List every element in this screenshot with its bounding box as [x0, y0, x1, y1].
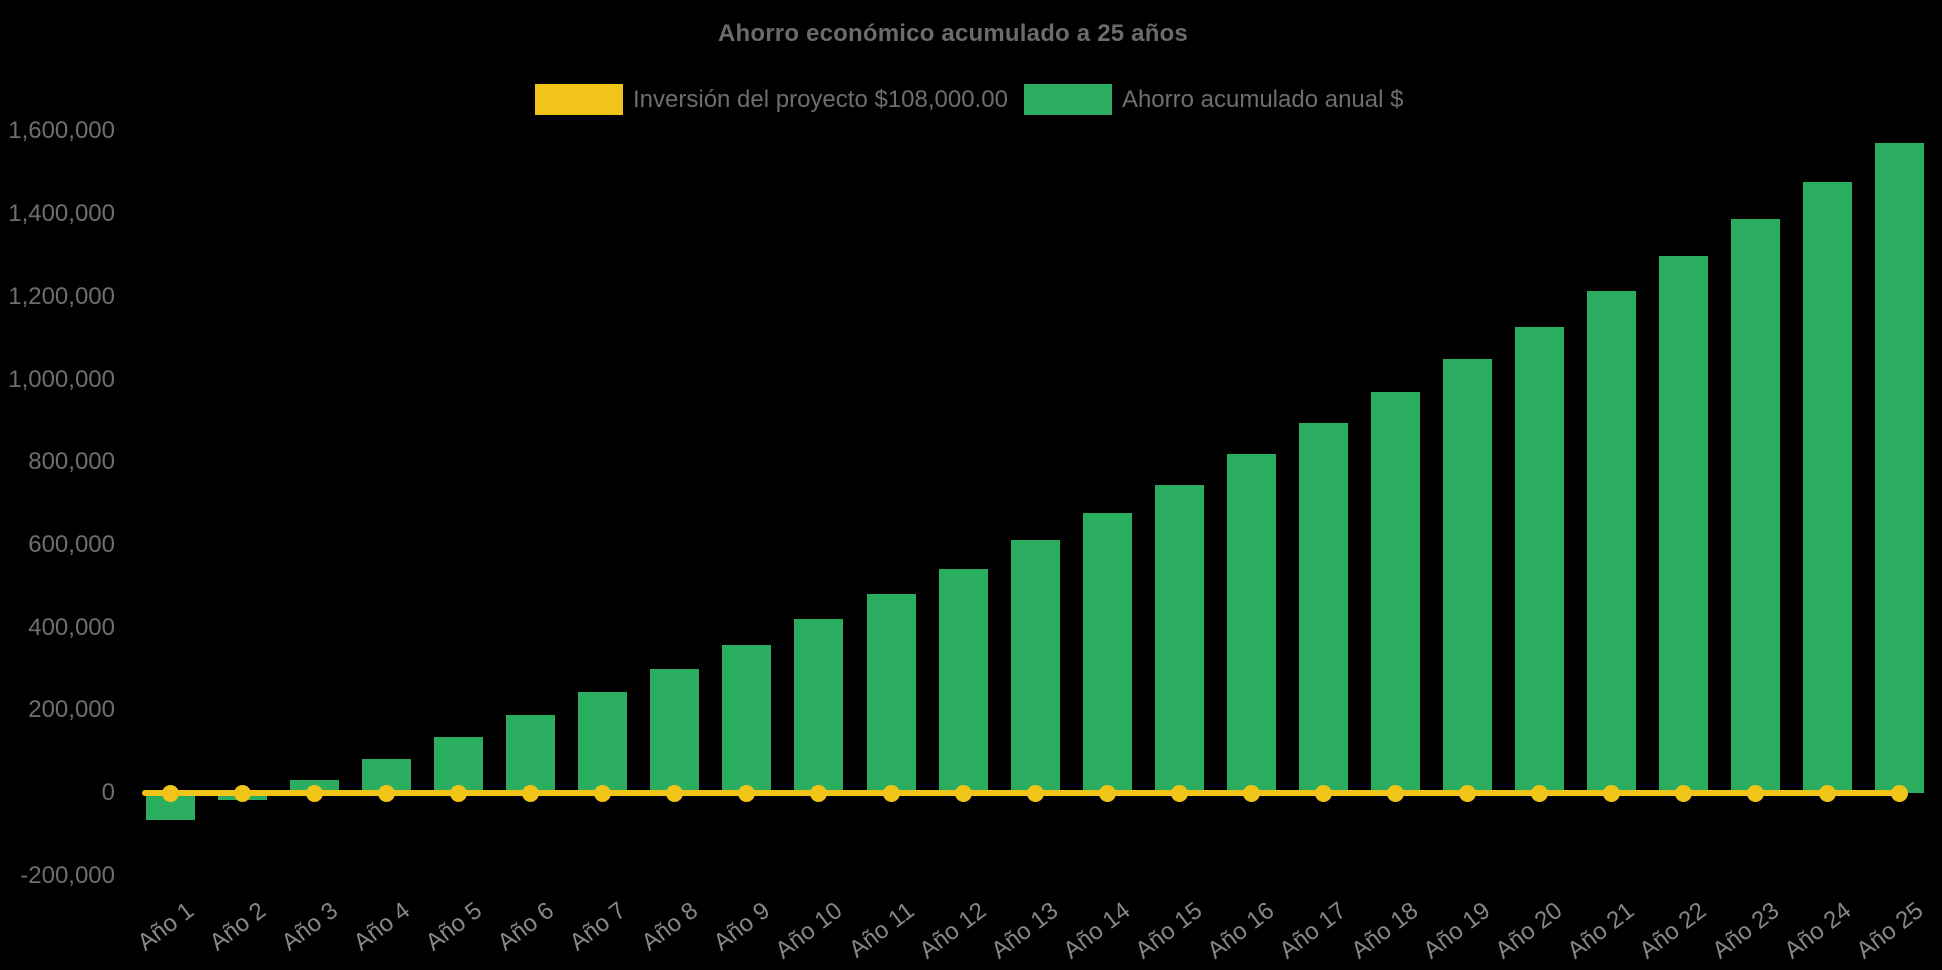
investment-line-marker: [234, 784, 252, 802]
y-axis-tick-label: 1,600,000: [8, 117, 115, 145]
x-axis-label-año-13: Año 13: [986, 897, 1064, 965]
x-axis-label-año-5: Año 5: [420, 897, 487, 957]
investment-line-marker: [162, 784, 179, 802]
x-axis-label-año-19: Año 19: [1418, 897, 1496, 965]
x-axis-label-año-6: Año 6: [492, 897, 559, 957]
investment-line-marker: [594, 784, 612, 802]
investment-line-marker: [1026, 784, 1044, 802]
investment-line-marker: [1098, 784, 1116, 802]
investment-line-marker: [666, 784, 684, 802]
bar-año-20: [1514, 326, 1564, 793]
x-axis-label-año-3: Año 3: [276, 897, 343, 957]
x-axis-label-año-10: Año 10: [770, 897, 848, 965]
x-axis-label-año-2: Año 2: [204, 897, 271, 957]
bar-año-15: [1154, 484, 1204, 793]
y-axis-tick-label: 1,000,000: [8, 365, 115, 393]
bar-año-16: [1226, 453, 1276, 793]
investment-line-marker: [1603, 784, 1620, 802]
bar-año-11: [866, 593, 916, 793]
investment-line-marker: [954, 784, 972, 802]
bar-año-6: [506, 715, 556, 793]
x-axis-label-año-11: Año 11: [843, 897, 920, 964]
x-axis-label-año-7: Año 7: [564, 897, 632, 957]
legend-label-inversion: Inversión del proyecto $108,000.00: [633, 85, 1008, 113]
x-axis-label-año-22: Año 22: [1634, 897, 1712, 965]
bar-año-10: [794, 619, 844, 793]
y-axis-tick-label: 200,000: [28, 696, 115, 724]
bar-año-18: [1370, 391, 1420, 793]
y-axis-tick-label: 1,200,000: [8, 282, 115, 310]
investment-line-marker: [522, 784, 540, 802]
y-axis-tick-label: -200,000: [20, 861, 115, 889]
x-axis-label-año-8: Año 8: [636, 897, 704, 957]
investment-line-marker: [1170, 784, 1188, 802]
investment-line-marker: [1891, 784, 1909, 802]
legend-label-ahorro: Ahorro acumulado anual $: [1121, 85, 1404, 113]
y-axis-tick-label: 0: [101, 779, 115, 806]
investment-line-marker: [450, 784, 468, 802]
legend-swatch-ahorro: [1023, 84, 1112, 115]
bar-año-8: [650, 669, 700, 793]
investment-line-marker: [1675, 784, 1693, 802]
legend-item-inversion: Inversión del proyecto $108,000.00: [535, 84, 1008, 115]
x-axis-label-año-15: Año 15: [1130, 897, 1208, 965]
x-axis-label-año-20: Año 20: [1490, 897, 1568, 965]
legend-item-ahorro: Ahorro acumulado anual $: [1023, 84, 1404, 115]
investment-line: [142, 790, 1902, 796]
x-axis-label-año-18: Año 18: [1346, 897, 1424, 965]
x-axis-label-año-14: Año 14: [1058, 897, 1136, 965]
investment-line-marker: [1819, 784, 1837, 802]
bar-año-19: [1442, 358, 1492, 793]
investment-line-marker: [1530, 784, 1548, 802]
x-axis-label-año-25: Año 25: [1850, 897, 1928, 965]
investment-line-marker: [1386, 784, 1404, 802]
investment-line-marker: [306, 784, 324, 802]
bar-año-5: [434, 737, 484, 793]
investment-line-marker: [378, 784, 396, 802]
bar-año-17: [1298, 422, 1348, 793]
x-axis-label-año-24: Año 24: [1778, 897, 1856, 965]
bar-año-14: [1082, 512, 1132, 793]
bar-año-12: [938, 568, 988, 793]
x-axis-label-año-17: Año 17: [1274, 897, 1352, 965]
x-axis-label-año-12: Año 12: [914, 897, 992, 965]
bar-año-13: [1010, 540, 1060, 793]
legend-swatch-inversion: [535, 84, 623, 115]
bar-año-23: [1731, 218, 1781, 793]
x-axis-label-año-23: Año 23: [1706, 897, 1784, 965]
investment-line-marker: [1747, 784, 1765, 802]
y-axis-tick-label: 400,000: [28, 613, 115, 641]
bar-año-9: [722, 644, 772, 793]
bar-año-22: [1659, 255, 1709, 793]
y-axis-tick-label: 1,400,000: [8, 200, 115, 228]
investment-line-marker: [882, 784, 900, 802]
bar-año-7: [578, 692, 628, 793]
investment-line-marker: [1314, 784, 1332, 802]
x-axis-label-año-16: Año 16: [1202, 897, 1280, 965]
x-axis-label-año-1: Año 1: [132, 897, 199, 957]
investment-line-marker: [1458, 784, 1476, 802]
bar-año-24: [1803, 181, 1853, 793]
bar-año-21: [1587, 291, 1636, 793]
y-axis-tick-label: 600,000: [28, 530, 115, 558]
legend: Inversión del proyecto $108,000.00 Ahorr…: [535, 84, 1403, 115]
x-axis-label-año-4: Año 4: [348, 897, 415, 957]
x-axis-label-año-9: Año 9: [708, 897, 776, 957]
investment-line-marker: [738, 784, 756, 802]
investment-line-marker: [810, 784, 828, 802]
investment-line-marker: [1242, 784, 1260, 802]
y-axis-tick-label: 800,000: [28, 448, 115, 476]
bar-año-25: [1875, 143, 1925, 793]
x-axis-label-año-21: Año 21: [1562, 897, 1640, 965]
chart-title: Ahorro económico acumulado a 25 años: [718, 20, 1188, 47]
